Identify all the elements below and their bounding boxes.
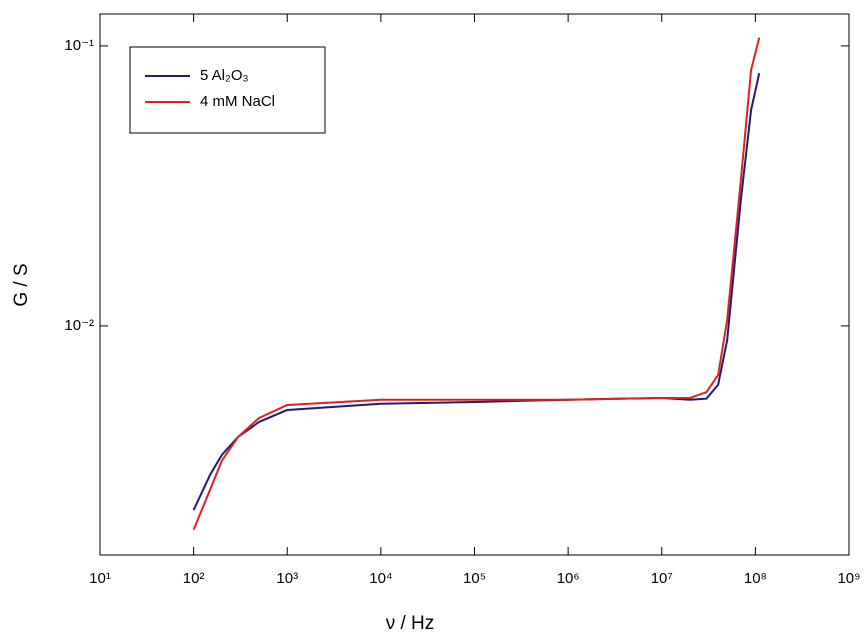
x-tick-label: 10⁴ [369, 570, 392, 587]
x-tick-label: 10⁸ [744, 570, 767, 587]
x-tick-label: 10⁹ [837, 570, 860, 587]
y-axis-label: G / S [11, 263, 32, 306]
legend-label: 5 Al₂O₃ [200, 67, 249, 84]
y-tick-label: 10⁻² [64, 317, 94, 334]
y-tick-label: 10⁻¹ [64, 37, 94, 54]
x-axis-label: ν / Hz [386, 613, 435, 634]
x-tick-label: 10¹ [89, 570, 111, 587]
series-line [192, 72, 761, 511]
x-tick-label: 10⁷ [651, 570, 673, 587]
x-tick-label: 10² [183, 570, 205, 587]
x-tick-label: 10⁶ [557, 570, 580, 587]
x-tick-label: 10³ [276, 570, 298, 587]
series-line [192, 37, 761, 531]
legend-label: 4 mM NaCl [200, 93, 275, 110]
x-tick-label: 10⁵ [463, 570, 486, 587]
legend-box [129, 46, 326, 134]
